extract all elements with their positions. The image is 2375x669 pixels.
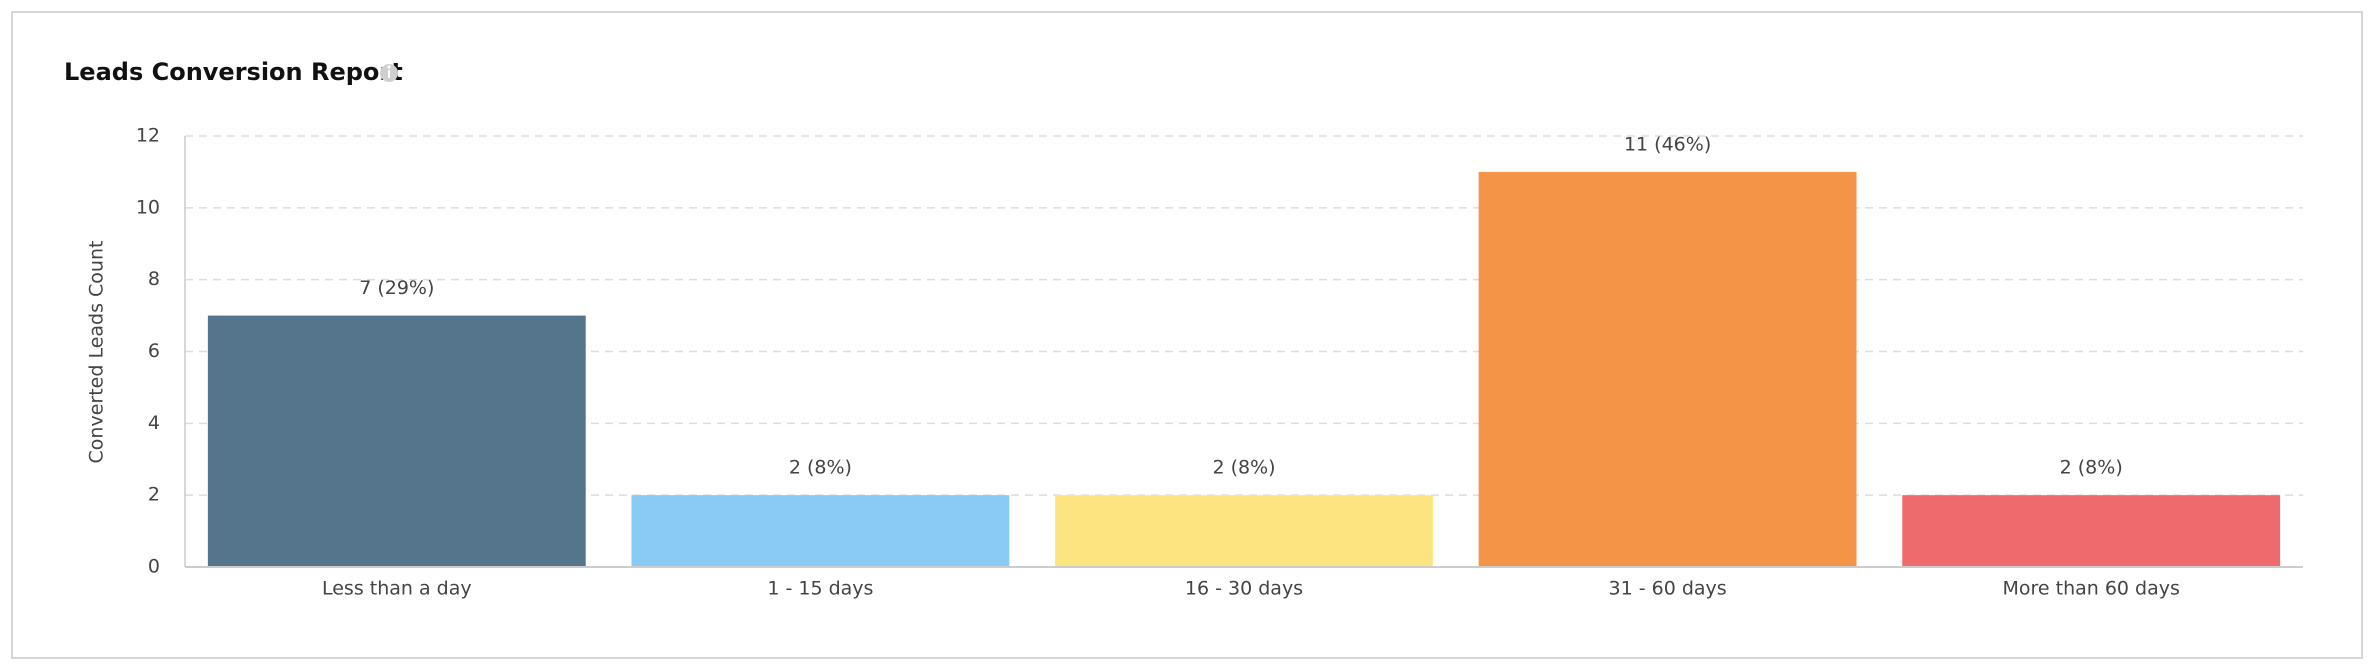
- x-tick-label: Less than a day: [322, 578, 472, 600]
- y-tick-label: 12: [136, 125, 160, 147]
- value-label: 11 (46%): [1624, 133, 1711, 155]
- info-icon[interactable]: [380, 64, 398, 82]
- chart-title: Leads Conversion Report: [64, 58, 403, 86]
- value-label: 2 (8%): [1212, 457, 1275, 479]
- value-label: 2 (8%): [789, 457, 852, 479]
- x-tick-label: 31 - 60 days: [1609, 578, 1727, 600]
- y-tick-label: 6: [148, 340, 160, 362]
- x-tick-label: 1 - 15 days: [767, 578, 873, 600]
- x-tick-label: 16 - 30 days: [1185, 578, 1303, 600]
- bar: [1478, 171, 1857, 567]
- y-tick-label: 8: [148, 268, 160, 290]
- y-axis-label: Converted Leads Count: [86, 241, 108, 464]
- info-dot: [387, 65, 391, 69]
- y-tick-label: 0: [148, 556, 160, 578]
- y-tick-label: 2: [148, 484, 160, 506]
- value-label: 2 (8%): [2060, 457, 2123, 479]
- y-tick-label: 4: [148, 412, 160, 434]
- bar: [207, 315, 586, 567]
- bar: [1055, 495, 1433, 567]
- value-label: 7 (29%): [359, 277, 434, 299]
- x-tick-label: More than 60 days: [2002, 578, 2179, 600]
- bar: [631, 495, 1010, 567]
- bar: [1902, 495, 2281, 567]
- y-tick-label: 10: [136, 196, 160, 218]
